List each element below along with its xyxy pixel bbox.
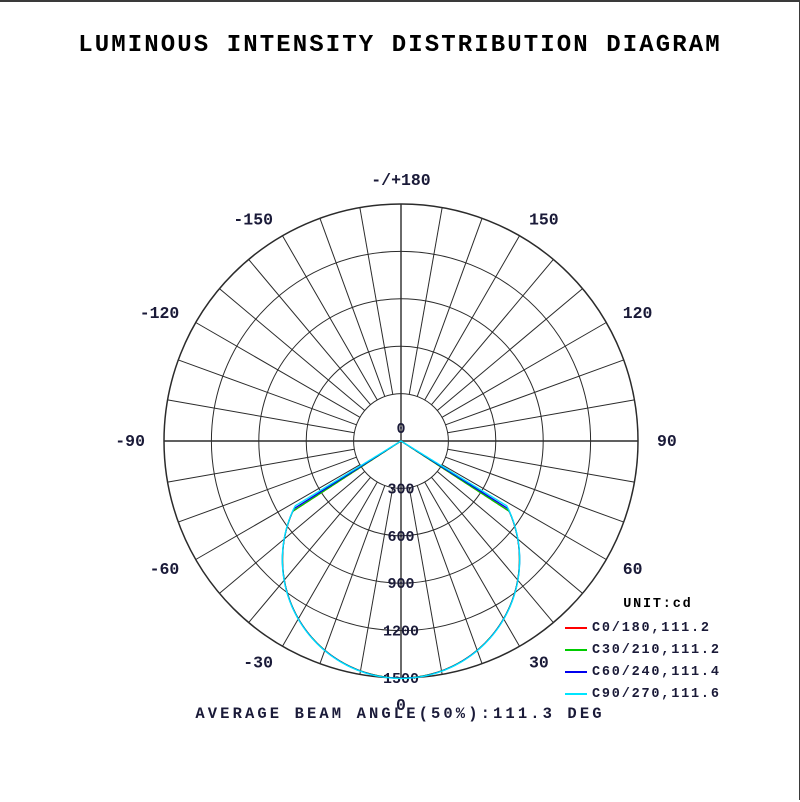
svg-text:1200: 1200 — [383, 624, 419, 641]
svg-text:150: 150 — [529, 210, 559, 229]
svg-text:-/+180: -/+180 — [371, 171, 430, 190]
svg-text:-150: -150 — [233, 210, 273, 229]
svg-text:600: 600 — [387, 529, 414, 546]
svg-text:120: 120 — [623, 304, 653, 323]
svg-text:-30: -30 — [243, 654, 273, 673]
svg-text:-120: -120 — [140, 304, 180, 323]
svg-text:1500: 1500 — [383, 671, 419, 688]
svg-text:300: 300 — [387, 481, 414, 498]
svg-text:30: 30 — [529, 654, 549, 673]
svg-text:60: 60 — [623, 560, 643, 579]
svg-text:90: 90 — [657, 432, 677, 451]
svg-text:-90: -90 — [115, 432, 145, 451]
svg-text:0: 0 — [396, 421, 405, 438]
svg-text:-60: -60 — [150, 560, 180, 579]
svg-text:900: 900 — [387, 576, 414, 593]
